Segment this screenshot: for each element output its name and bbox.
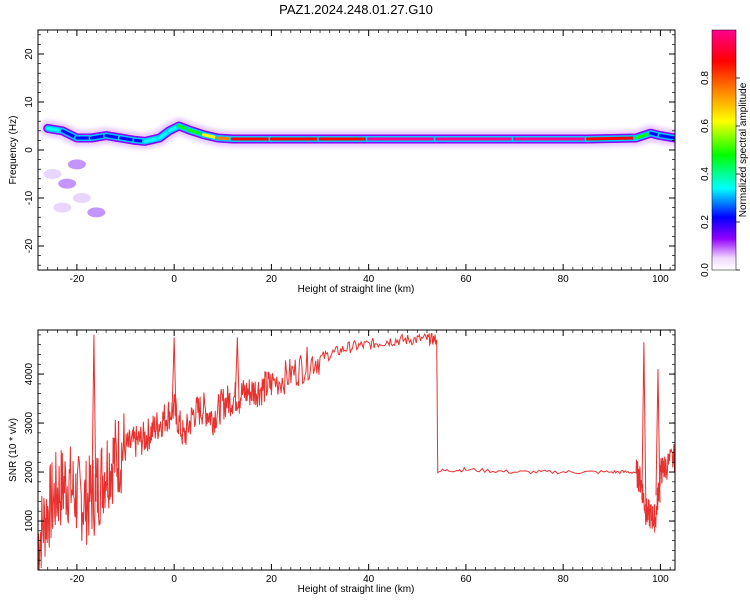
spectrogram-noise-blob xyxy=(67,159,86,170)
colorbar-gradient xyxy=(712,30,736,270)
spectrogram-noise-blob xyxy=(53,202,72,213)
snr-xtick-label: -20 xyxy=(70,574,85,585)
snr-xtick-label: 60 xyxy=(460,574,472,585)
colorbar-label: Normalized spectral amplitude xyxy=(738,82,749,217)
spectrogram-ytick-label: -10 xyxy=(24,190,35,205)
spectrogram-axes: -20 0 20 40 60 80 100 -20 -10 0 10 20 xyxy=(24,30,675,285)
snr-panel: -20 0 20 40 60 80 100 1000 2000 3000 4000 Height o… xyxy=(8,329,676,595)
spectrogram-noise-blob xyxy=(72,193,91,203)
snr-ytick-label: 2000 xyxy=(24,460,35,483)
spectrogram-ytick-label: 20 xyxy=(24,48,35,60)
spectrogram-xtick-label: 0 xyxy=(171,274,177,285)
spectrogram-panel: -20 0 20 40 60 80 100 -20 -10 0 10 20 Height of str… xyxy=(8,29,676,295)
snr-ylabel: SNR (10 * v/v) xyxy=(8,418,19,482)
spectrogram-noise-blob xyxy=(58,178,77,189)
snr-spike xyxy=(234,337,240,414)
snr-xtick-label: 20 xyxy=(266,574,278,585)
snr-ytick-label: 3000 xyxy=(24,412,35,435)
snr-series xyxy=(38,333,675,570)
colorbar-tick-label: 0.0 xyxy=(700,263,711,277)
snr-ytick-label: 1000 xyxy=(24,509,35,532)
spectrogram-ytick-label: 10 xyxy=(24,96,35,108)
snr-xlabel: Height of straight line (km) xyxy=(298,584,415,595)
colorbar-tick-label: 0.4 xyxy=(700,167,711,181)
colorbar-frame xyxy=(711,29,737,271)
snr-xtick-label: 40 xyxy=(363,574,375,585)
snr-plot-area xyxy=(38,330,675,570)
spectrogram-xtick-label: 20 xyxy=(266,274,278,285)
snr-xtick-label: 100 xyxy=(652,574,669,585)
snr-xtick-label: 80 xyxy=(558,574,570,585)
snr-spike xyxy=(91,334,97,502)
snr-line xyxy=(38,333,675,570)
colorbar-tick-label: 0.6 xyxy=(700,119,711,133)
snr-ytick-label: 4000 xyxy=(24,363,35,386)
snr-spike xyxy=(171,337,177,425)
spectrogram-plot-area xyxy=(38,30,675,270)
snr-xtick-label: 0 xyxy=(171,574,177,585)
spectrogram-ridge-core xyxy=(658,134,675,140)
spectrogram-xtick-label: 60 xyxy=(460,274,472,285)
spectrogram-xtick-label: 40 xyxy=(363,274,375,285)
colorbar-ticks: 0.0 0.2 0.4 0.6 0.8 xyxy=(700,71,740,277)
spectrogram-ridge-core xyxy=(585,136,638,141)
snr-frame xyxy=(37,329,676,571)
spectrogram-ytick-label: -20 xyxy=(24,238,35,253)
spectrogram-heatmap xyxy=(39,118,675,218)
colorbar: 0.0 0.2 0.4 0.6 0.8 Normalized spectral ampl… xyxy=(700,29,749,277)
chart-title: PAZ1.2024.248.01.27.G10 xyxy=(279,2,433,17)
colorbar-tick-label: 0.2 xyxy=(700,215,711,229)
spectrogram-xtick-label: 80 xyxy=(558,274,570,285)
spectrogram-xlabel: Height of straight line (km) xyxy=(298,284,415,295)
spectrogram-ytick-label: 0 xyxy=(24,147,35,153)
spectrogram-noise-blob xyxy=(87,207,106,218)
colorbar-tick-label: 0.8 xyxy=(700,71,711,85)
snr-spike xyxy=(641,342,647,507)
snr-spike xyxy=(655,369,661,503)
snr-axes: -20 0 20 40 60 80 100 1000 2000 3000 4000 xyxy=(24,330,675,585)
spectrogram-xtick-label: -20 xyxy=(70,274,85,285)
spectrogram-ylabel: Frequency (Hz) xyxy=(8,116,19,185)
spectrogram-noise-blob xyxy=(43,169,62,179)
spectrogram-xtick-label: 100 xyxy=(652,274,669,285)
